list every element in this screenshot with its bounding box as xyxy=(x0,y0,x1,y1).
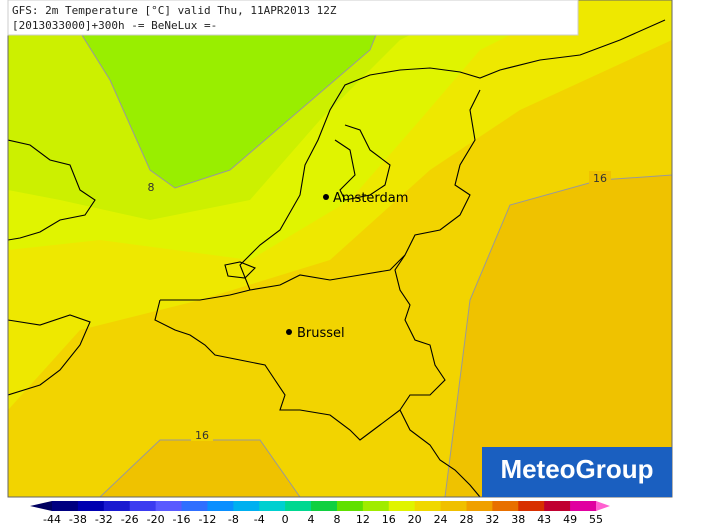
logo: MeteoGroup xyxy=(500,454,653,484)
zone-6-8 xyxy=(60,0,390,188)
color-bar-label: 12 xyxy=(356,513,370,525)
temperature-field xyxy=(8,0,672,497)
color-bar-segment xyxy=(259,501,286,511)
border xyxy=(154,299,401,441)
color-bar: -44 -38 -32 -26 -20 -16 -12 -8 -4 0 4 8 12 16 20 24 28 32… xyxy=(30,501,610,525)
color-bar-label: 43 xyxy=(537,513,551,525)
color-bar-segment xyxy=(544,501,571,511)
color-bar-label: 16 xyxy=(382,513,396,525)
logo-box xyxy=(482,447,672,497)
color-bar-label: 38 xyxy=(511,513,525,525)
island xyxy=(224,261,256,279)
color-bar-segment xyxy=(103,501,131,511)
contour-label: 8 xyxy=(148,181,155,194)
color-bar-label: -38 xyxy=(69,513,87,525)
coastline xyxy=(8,314,91,396)
map-frame xyxy=(7,0,673,498)
color-bar-segment xyxy=(155,501,183,511)
contour-label-bg xyxy=(143,180,159,193)
contour-label: 16 xyxy=(195,429,209,442)
color-bar-label: 24 xyxy=(434,513,448,525)
color-bar-end xyxy=(596,501,610,511)
color-bar-label: 49 xyxy=(563,513,577,525)
color-bar-segment xyxy=(233,501,260,511)
color-bar-segment xyxy=(388,501,416,511)
color-bar-label: -16 xyxy=(173,513,191,525)
color-bar-label: -20 xyxy=(147,513,165,525)
city-label: Amsterdam xyxy=(333,191,408,206)
color-bar-end xyxy=(30,501,52,511)
coastline xyxy=(8,139,96,241)
color-bar-segment xyxy=(336,501,364,511)
isotherm xyxy=(444,174,672,497)
contour-label-bg xyxy=(589,171,611,184)
color-bar-segment xyxy=(311,501,338,511)
city-dot xyxy=(323,194,329,200)
color-bar-label: 28 xyxy=(459,513,473,525)
isotherm xyxy=(59,0,391,189)
border xyxy=(249,254,406,291)
contour-label-bg xyxy=(191,428,213,441)
color-bar-segment xyxy=(492,501,519,511)
color-bar-label: -8 xyxy=(228,513,239,525)
header-box xyxy=(7,0,579,36)
color-bar-label: -12 xyxy=(198,513,216,525)
color-bar-label: 20 xyxy=(408,513,422,525)
color-bar-label: -26 xyxy=(121,513,139,525)
city-label: Brussel xyxy=(297,326,345,341)
coastline xyxy=(334,124,391,201)
coastline xyxy=(160,289,251,301)
color-bar-segment xyxy=(440,501,467,511)
color-bar-segment xyxy=(362,501,390,511)
color-bar-label: 8 xyxy=(333,513,340,525)
color-bar-label: -44 xyxy=(43,513,61,525)
color-bar-segment xyxy=(207,501,234,511)
color-bar-segment xyxy=(52,501,79,511)
coastline xyxy=(239,19,666,291)
header-line: GFS: 2m Temperature [°C] valid Thu, 11AP… xyxy=(12,4,337,17)
color-bar-label: -32 xyxy=(95,513,113,525)
color-bar-segment xyxy=(285,501,312,511)
color-bar-segment xyxy=(77,501,105,511)
color-bar-segment xyxy=(466,501,493,511)
header-line: [2013033000]+300h -= BeNeLux =- xyxy=(12,19,217,32)
color-bar-segment xyxy=(129,501,157,511)
contour-label: 16 xyxy=(593,172,607,185)
color-bar-label: 0 xyxy=(282,513,289,525)
color-bar-segment xyxy=(570,501,597,511)
color-bar-label: 4 xyxy=(308,513,315,525)
city-dot xyxy=(286,329,292,335)
color-bar-segment xyxy=(518,501,545,511)
color-bar-segment xyxy=(181,501,208,511)
color-bar-segment xyxy=(414,501,442,511)
color-bar-label: 55 xyxy=(589,513,603,525)
color-bar-label: 32 xyxy=(485,513,499,525)
border xyxy=(394,89,481,497)
color-bar-label: -4 xyxy=(254,513,265,525)
